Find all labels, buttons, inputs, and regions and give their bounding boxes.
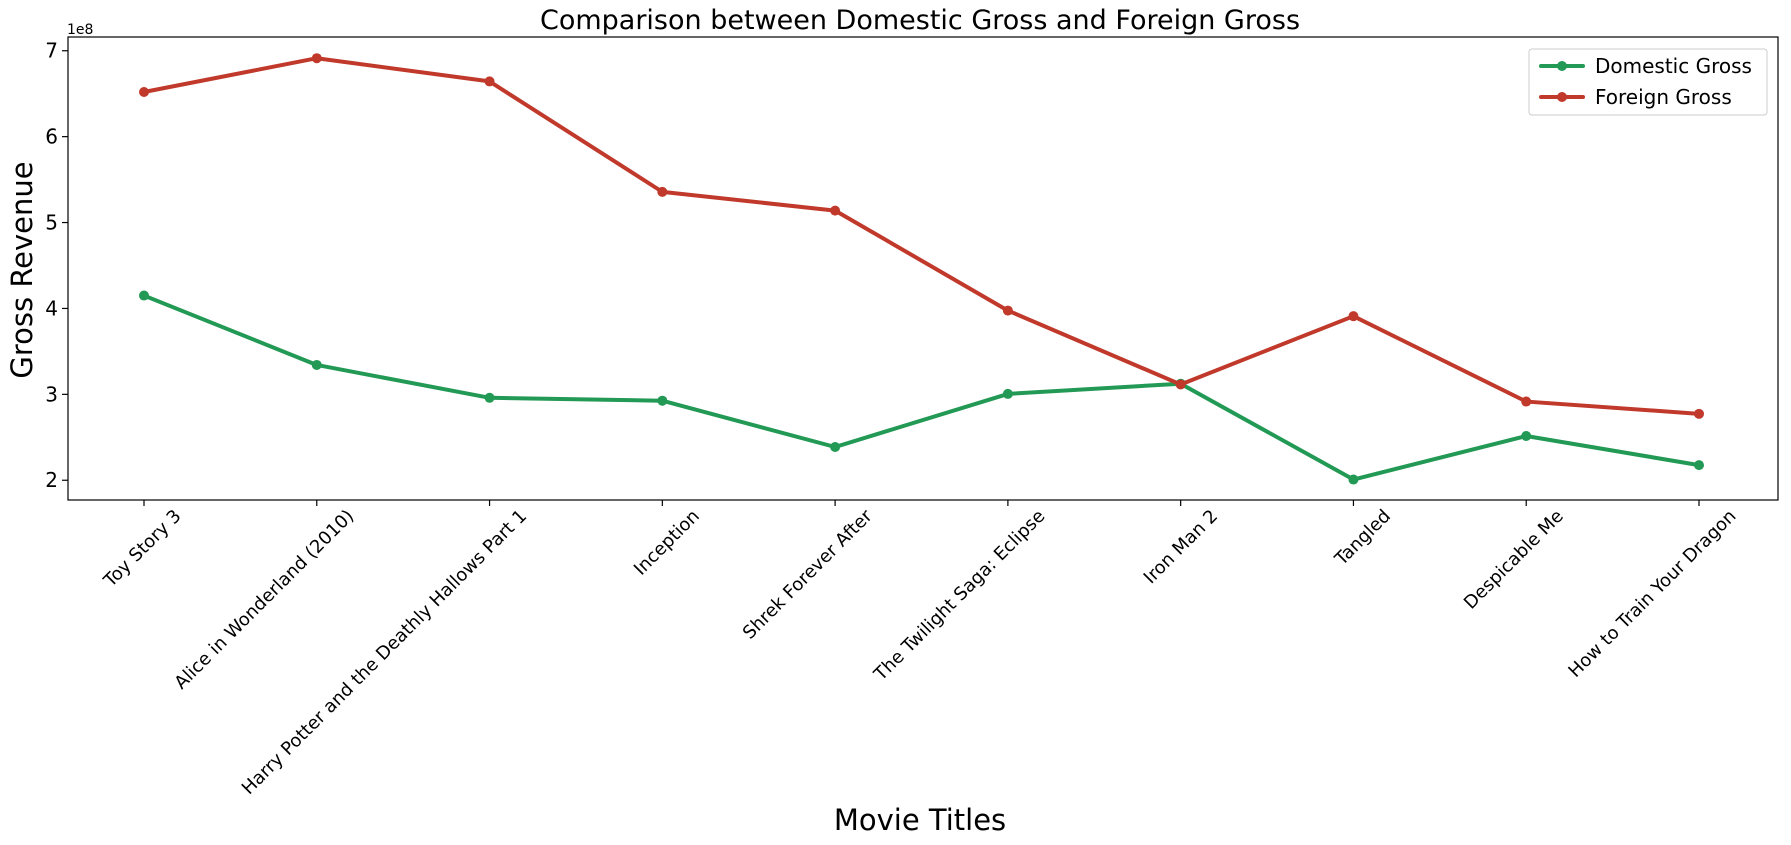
- data-point: [830, 205, 841, 216]
- data-point: [139, 86, 149, 97]
- series-line-domestic: [142, 293, 1701, 482]
- x-tick-label: Tangled: [1330, 506, 1395, 571]
- y-tick-label: 6: [45, 125, 58, 149]
- x-tick-label: The Twilight Saga: Eclipse: [870, 506, 1050, 686]
- x-tick-label: Inception: [630, 506, 704, 580]
- data-point: [657, 395, 668, 406]
- data-point: [657, 186, 668, 197]
- y-tick-label: 3: [45, 382, 58, 406]
- data-point: [1694, 408, 1704, 419]
- data-point: [484, 392, 495, 403]
- x-tick-label: Harry Potter and the Deathly Hallows Par…: [238, 506, 531, 799]
- data-point: [311, 53, 322, 64]
- y-tick-label: 5: [45, 211, 58, 235]
- x-axis-title: Movie Titles: [834, 803, 1006, 837]
- legend-entry-label: Domestic Gross: [1595, 54, 1752, 78]
- data-point: [830, 441, 841, 452]
- x-tick-label: Shrek Forever After: [739, 505, 877, 643]
- legend-entry-label: Foreign Gross: [1595, 85, 1732, 109]
- data-point: [484, 76, 495, 87]
- data-point: [1348, 474, 1359, 485]
- data-point: [1348, 311, 1359, 322]
- x-tick-label: How to Train Your Dragon: [1564, 506, 1740, 682]
- chart-title: Comparison between Domestic Gross and Fo…: [540, 5, 1300, 36]
- data-point: [139, 290, 149, 301]
- y-axis-title: Gross Revenue: [5, 161, 39, 378]
- series-line-foreign: [142, 56, 1701, 416]
- legend-box: [1528, 48, 1768, 116]
- y-tick-label: 7: [45, 39, 58, 63]
- data-point: [1175, 379, 1186, 390]
- plot-frame: [67, 36, 1779, 501]
- x-tick-label: Toy Story 3: [99, 506, 185, 592]
- data-point: [1002, 305, 1013, 316]
- data-point: [1002, 388, 1013, 399]
- data-point: [1521, 431, 1532, 442]
- y-tick-label: 4: [45, 296, 58, 320]
- x-tick-label: Iron Man 2: [1140, 506, 1222, 588]
- y-axis-offset-label: 1e8: [67, 22, 93, 38]
- data-point: [1521, 396, 1532, 407]
- legend-marker: [1557, 61, 1567, 71]
- y-tick-label: 2: [45, 468, 58, 492]
- data-point: [311, 359, 322, 370]
- x-tick-label: Despicable Me: [1460, 506, 1568, 614]
- legend-marker: [1557, 92, 1567, 102]
- data-point: [1694, 460, 1704, 471]
- x-tick-label: Alice in Wonderland (2010): [170, 506, 358, 694]
